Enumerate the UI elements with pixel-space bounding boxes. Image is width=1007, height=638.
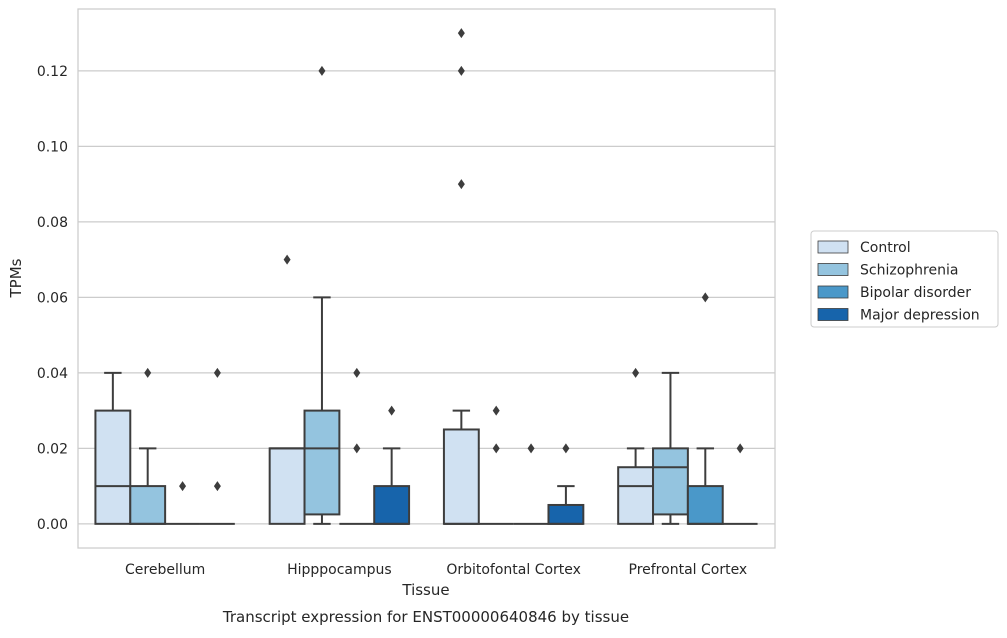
x-tick-label: Prefrontal Cortex xyxy=(629,562,748,578)
legend-frame xyxy=(810,230,999,328)
plot-frame xyxy=(77,8,776,549)
outlier-point xyxy=(213,367,221,378)
box-iqr xyxy=(268,447,306,525)
box-iqr xyxy=(652,447,689,516)
legend-swatch xyxy=(817,308,849,321)
outlier-point xyxy=(388,405,396,416)
y-tick-label: 0.00 xyxy=(37,517,68,533)
box-iqr xyxy=(617,466,655,525)
box-iqr xyxy=(686,485,724,525)
outlier-point xyxy=(318,65,326,76)
x-tick-label: Cerebellum xyxy=(125,562,205,578)
y-tick-label: 0.10 xyxy=(37,139,68,155)
y-tick-label: 0.04 xyxy=(37,366,68,382)
box-control xyxy=(617,447,655,525)
box-iqr xyxy=(442,428,480,525)
legend-label: Bipolar disorder xyxy=(860,285,971,301)
box-schizophrenia xyxy=(129,447,167,525)
outlier-point xyxy=(632,367,640,378)
box-iqr xyxy=(547,503,585,525)
box-schizophrenia xyxy=(303,296,341,525)
y-tick-label: 0.08 xyxy=(37,215,68,231)
y-axis-label: TPMs xyxy=(7,258,25,298)
box-iqr xyxy=(303,409,341,516)
outlier-point xyxy=(492,443,500,454)
x-tick-label: Hipppocampus xyxy=(287,562,392,578)
box-schizophrenia xyxy=(652,371,689,525)
outlier-point xyxy=(213,481,221,492)
legend: Control Schizophrenia Bipolar disorder Majo… xyxy=(810,230,999,328)
box-bipolar-disorder xyxy=(686,447,724,525)
chart-caption: Transcript expression for ENST0000064084… xyxy=(222,608,629,626)
outlier-point xyxy=(457,179,465,190)
y-tick-label: 0.02 xyxy=(37,441,68,457)
legend-label: Schizophrenia xyxy=(860,263,958,279)
legend-swatch xyxy=(817,240,849,254)
box-iqr xyxy=(373,485,411,525)
outlier-point xyxy=(527,443,535,454)
y-tick-label: 0.12 xyxy=(37,64,68,80)
outlier-point xyxy=(353,443,361,454)
box-major-depression xyxy=(373,447,411,525)
outlier-point xyxy=(353,367,361,378)
outlier-point xyxy=(457,65,465,76)
y-tick-label: 0.06 xyxy=(37,290,68,306)
outlier-point xyxy=(492,405,500,416)
box-iqr xyxy=(94,409,132,525)
box-control xyxy=(268,447,306,525)
legend-swatch xyxy=(817,285,849,299)
legend-label: Control xyxy=(860,240,911,256)
box-control xyxy=(94,371,132,525)
outlier-point xyxy=(701,292,709,303)
outlier-point xyxy=(179,481,187,492)
outlier-point xyxy=(562,443,570,454)
outlier-point xyxy=(457,28,465,39)
x-axis-label: Tissue xyxy=(401,581,449,599)
outlier-point xyxy=(736,443,744,454)
outlier-point xyxy=(283,254,291,265)
x-tick-label: Orbitofontal Cortex xyxy=(446,562,581,578)
legend-label: Major depression xyxy=(860,308,980,324)
legend-swatch xyxy=(817,263,849,276)
outlier-point xyxy=(144,367,152,378)
box-control xyxy=(442,409,480,525)
box-major-depression xyxy=(547,485,585,525)
box-iqr xyxy=(129,485,167,525)
